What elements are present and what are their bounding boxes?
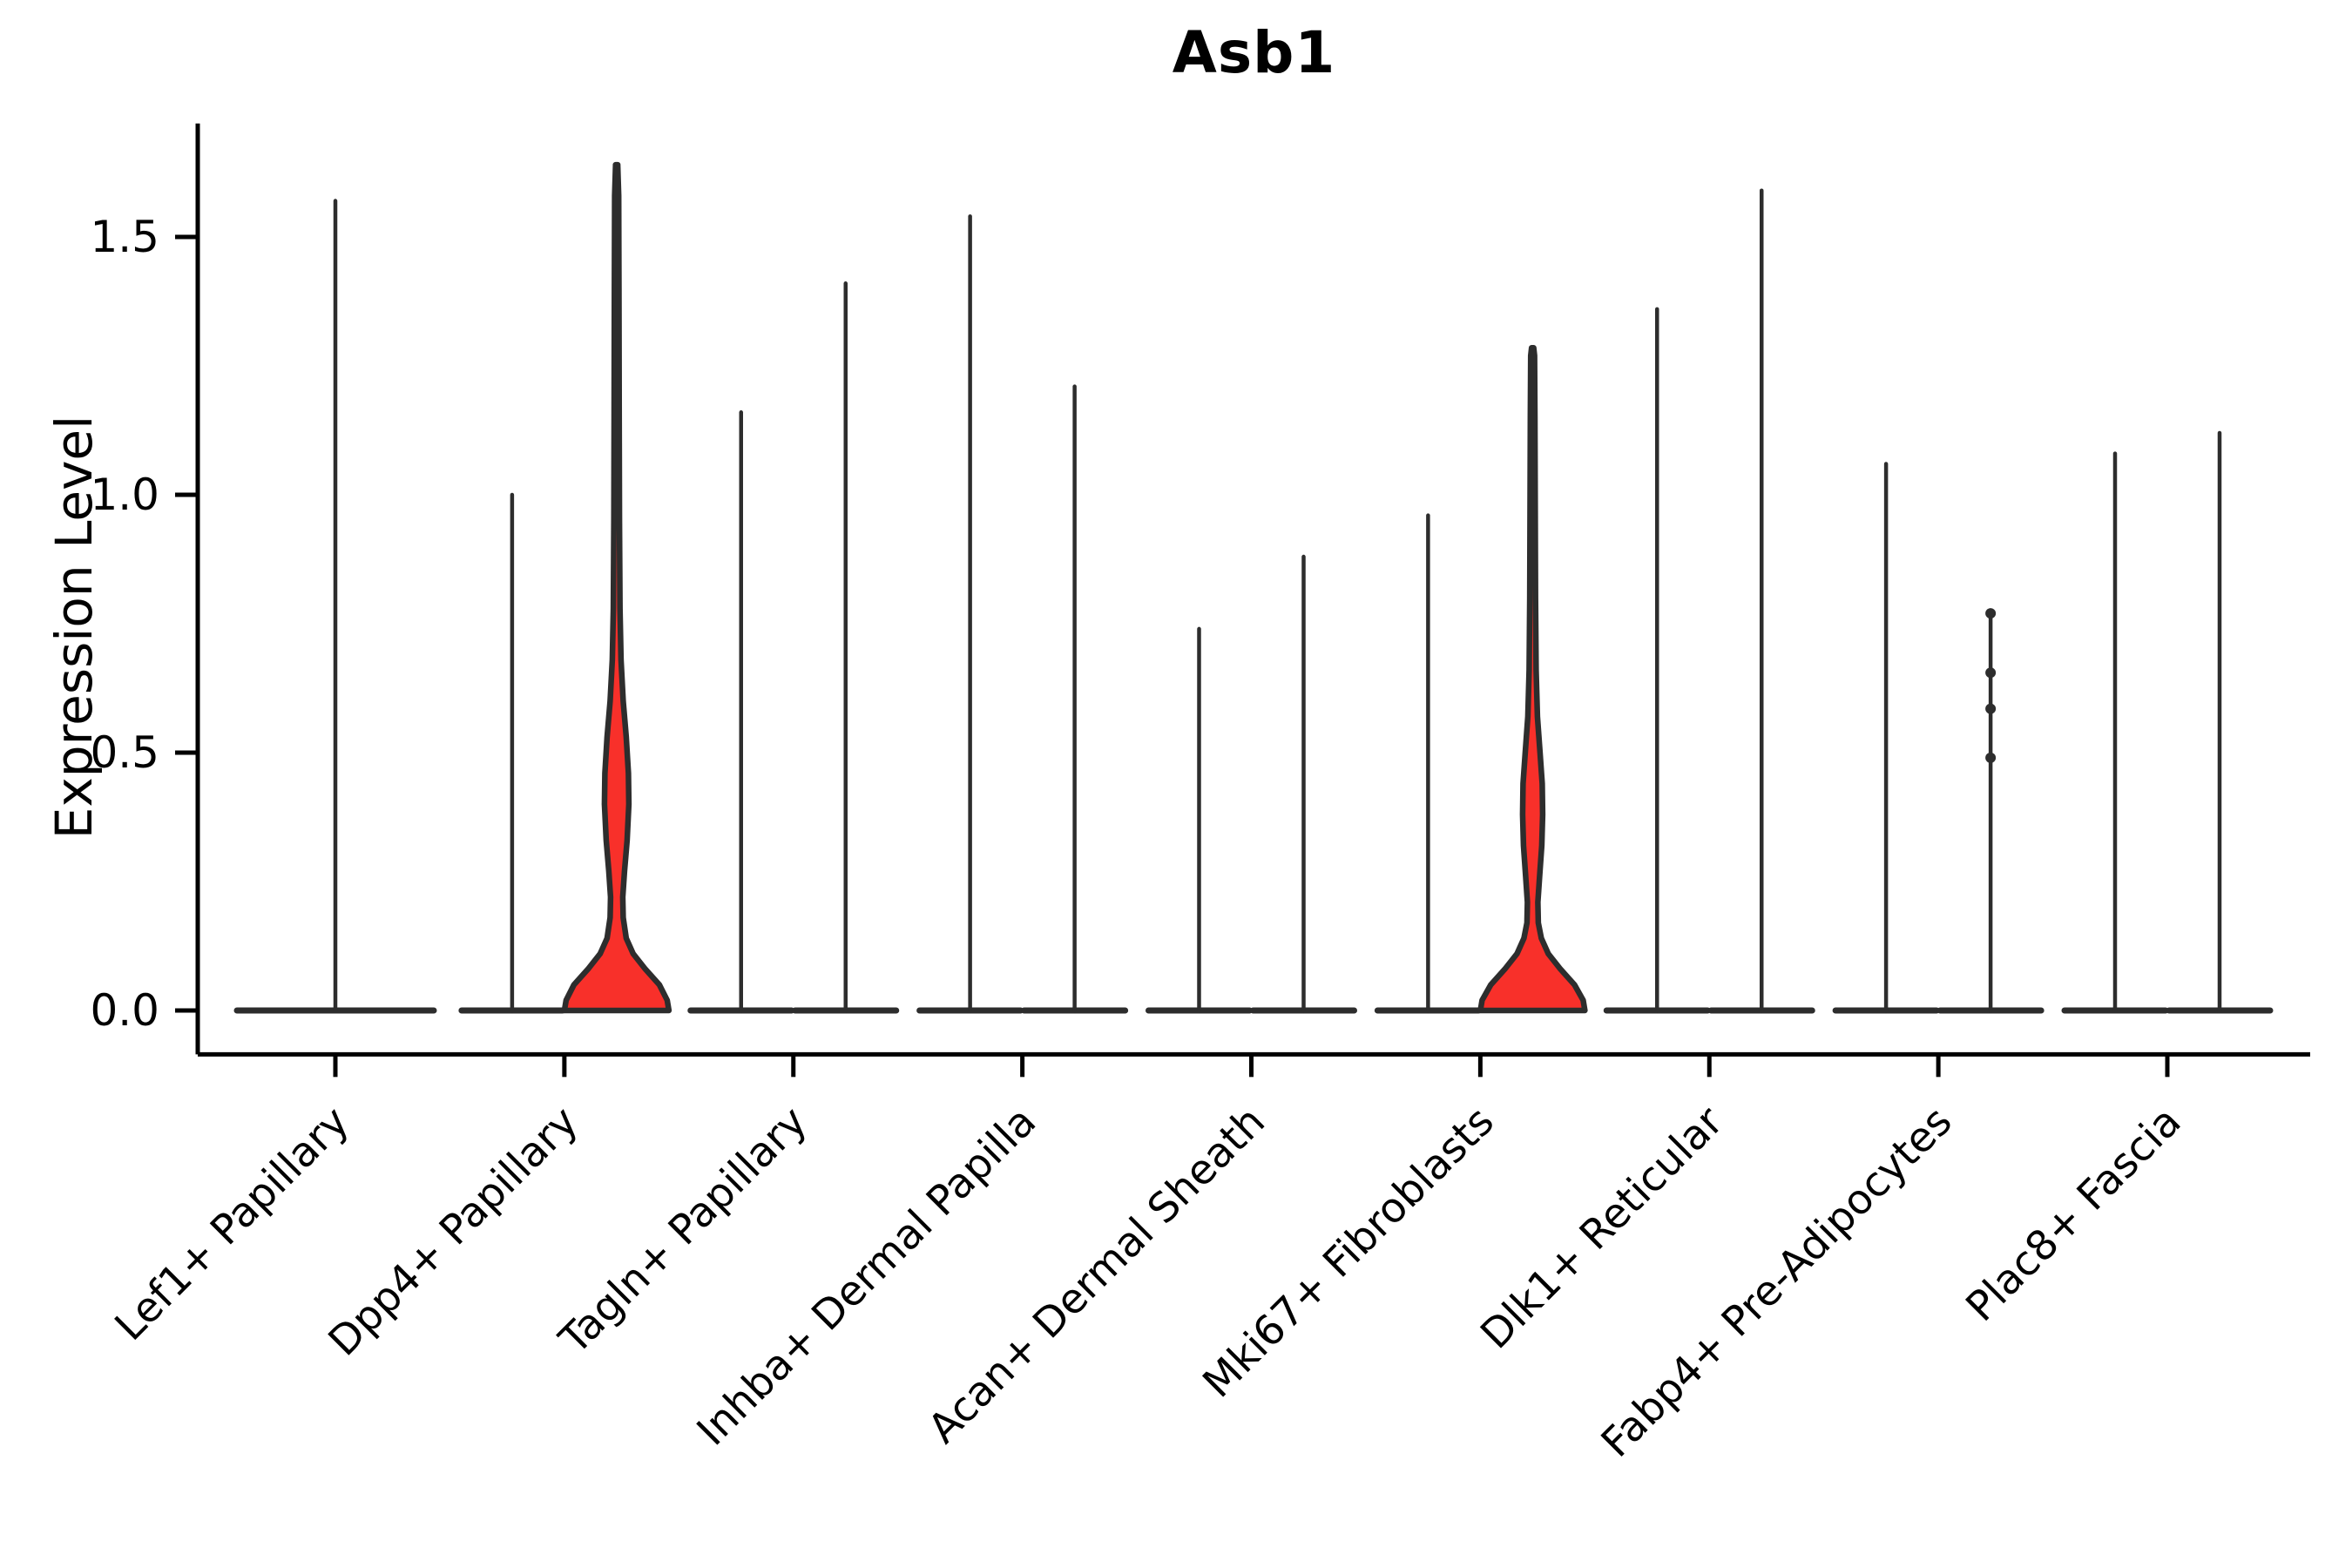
y-tick-label: 0.0 bbox=[90, 985, 159, 1036]
violin-filled bbox=[561, 161, 672, 1014]
expression-point bbox=[1985, 752, 1997, 763]
x-tick-label: Dpp4+ Papillary bbox=[320, 1098, 588, 1366]
x-tick-label: Plac8+ Fascia bbox=[1957, 1098, 2191, 1331]
violin-filled bbox=[1477, 345, 1588, 1014]
expression-point bbox=[1985, 667, 1997, 679]
y-tick-label: 1.0 bbox=[90, 470, 159, 520]
x-tick-label: Lef1+ Papillary bbox=[106, 1098, 359, 1350]
x-tick-label: Dlk1+ Reticular bbox=[1471, 1097, 1733, 1358]
x-tick-label: Tagln+ Papillary bbox=[550, 1098, 816, 1364]
expression-point bbox=[1985, 703, 1997, 714]
plot-title: Asb1 bbox=[1172, 19, 1336, 86]
y-tick-label: 0.5 bbox=[90, 727, 159, 778]
expression-point bbox=[1985, 608, 1997, 619]
y-tick-label: 1.5 bbox=[90, 212, 159, 262]
y-axis-label: Expression Level bbox=[44, 415, 104, 840]
